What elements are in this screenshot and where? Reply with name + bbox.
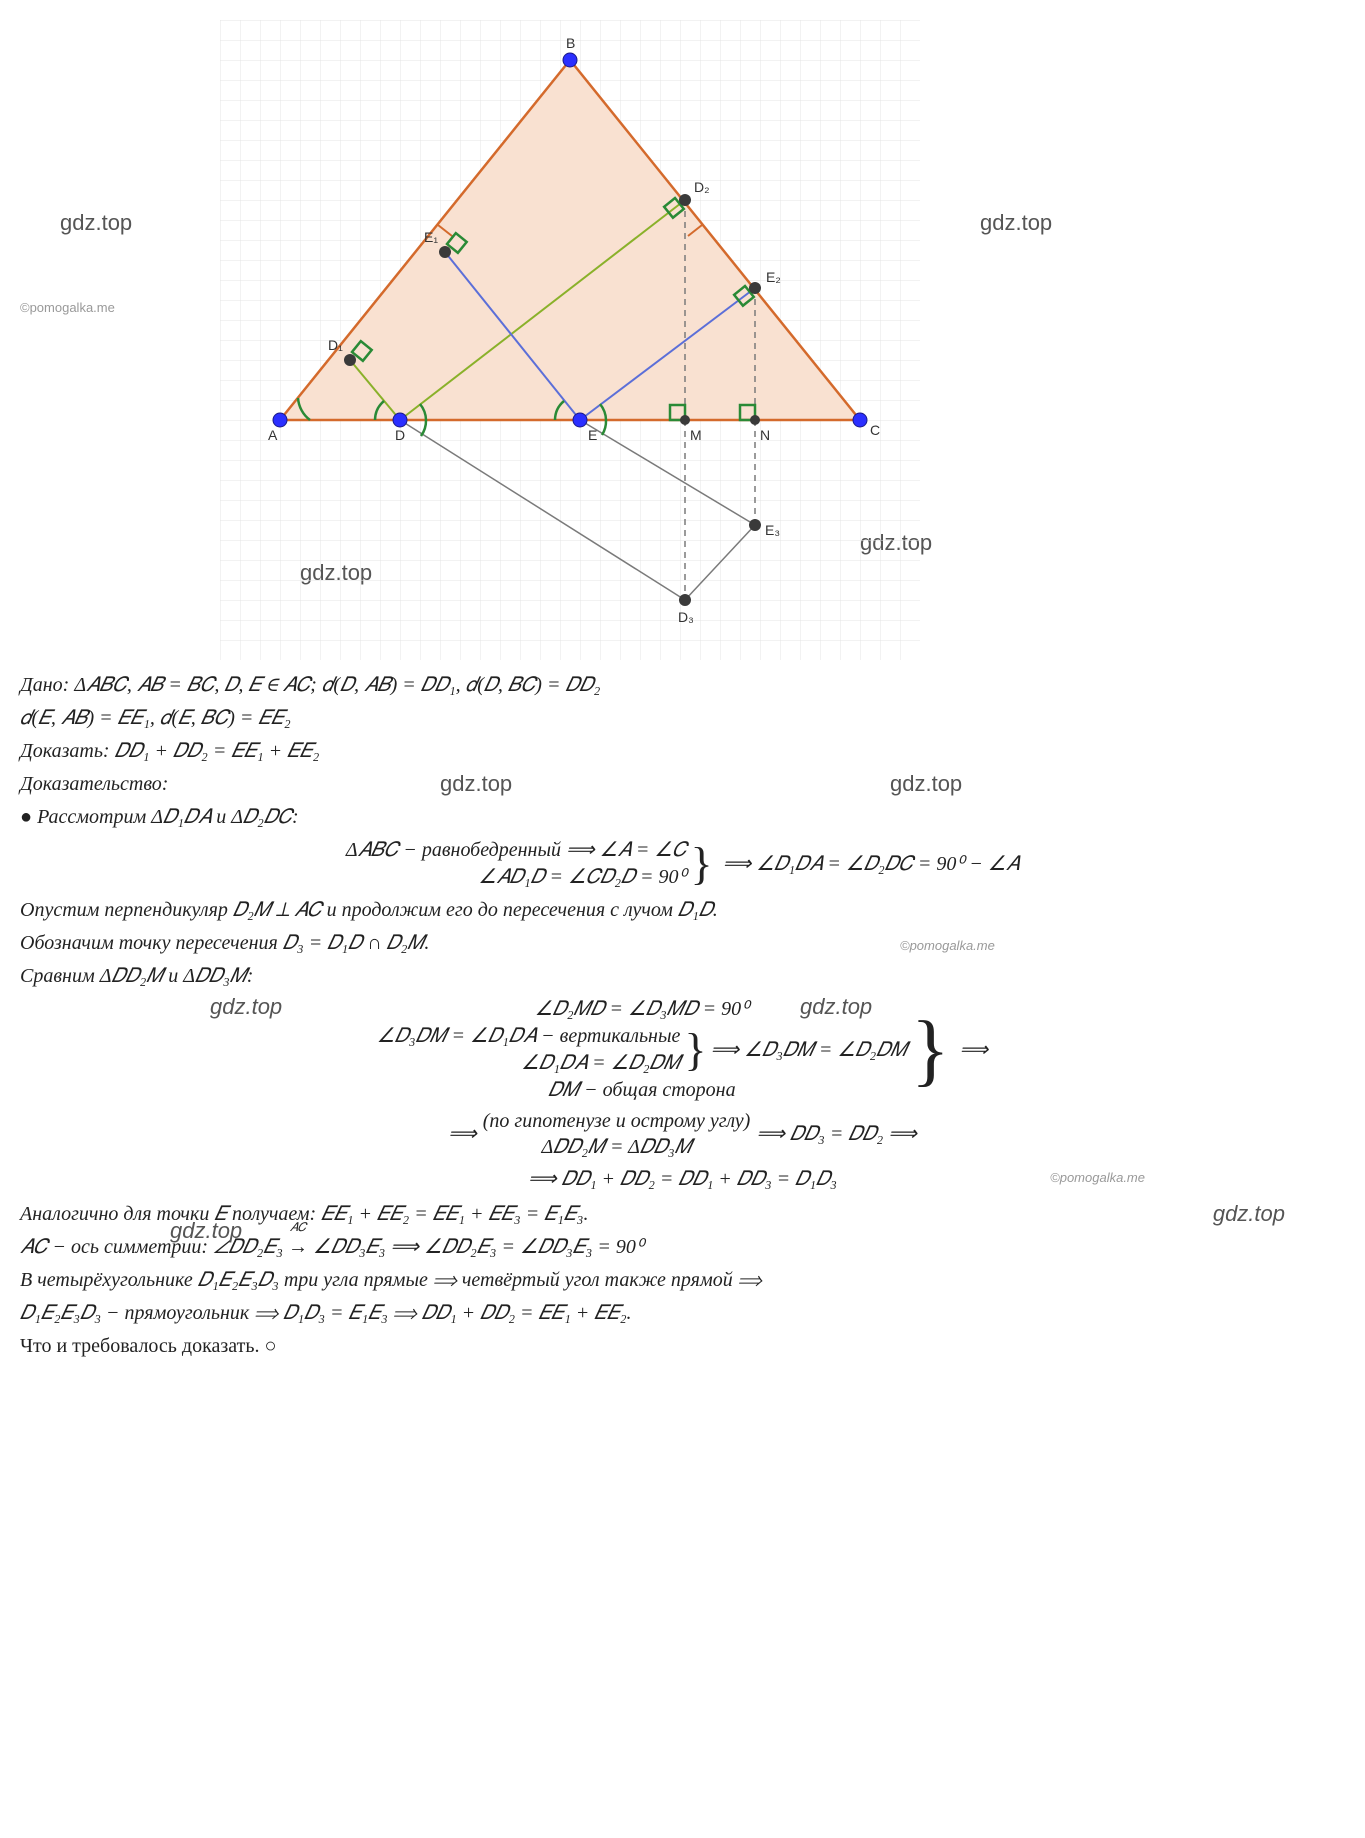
b3-top: (по гипотенузе и острому углу) — [483, 1108, 751, 1134]
brace-icon: } — [911, 1018, 949, 1082]
diagram-container: gdz.top ©pomogalka.me gdz.top gdz.top gd… — [20, 20, 1345, 660]
given-line-2: 𝑑(𝐸, 𝐴𝐵) = 𝐸𝐸₁, 𝑑(𝐸, 𝐵𝐶) = 𝐸𝐸₂ — [20, 703, 1345, 734]
proof-label: Доказательство: — [20, 773, 168, 795]
watermark-pomogalka: ©pomogalka.me — [900, 936, 995, 956]
watermark-gdztop: gdz.top — [890, 767, 962, 801]
label-D2: D₂ — [694, 179, 710, 195]
watermark-gdztop: gdz.top — [980, 210, 1052, 236]
step-6b: ∠𝐷𝐷₃𝐸₃ ⟹ ∠𝐷𝐷₂𝐸₃ = ∠𝐷𝐷₃𝐸₃ = 90⁰ — [313, 1236, 644, 1258]
label-E1: E₁ — [424, 229, 438, 245]
label-E3: E₃ — [765, 522, 780, 538]
prove-eq: 𝐷𝐷₁ + 𝐷𝐷₂ = 𝐸𝐸₁ + 𝐸𝐸₂ — [115, 740, 320, 762]
result-line-2: ⟹ 𝐷𝐷₁ + 𝐷𝐷₂ = 𝐷𝐷₁ + 𝐷𝐷₃ = 𝐷₁𝐷₃ ©pomogalk… — [20, 1164, 1345, 1195]
label-M: M — [690, 427, 702, 443]
label-D1: D₁ — [328, 337, 343, 353]
watermark-pomogalka: ©pomogalka.me — [20, 300, 115, 315]
step-1: ● Рассмотрим Δ𝐷₁𝐷𝐴 и Δ𝐷₂𝐷𝐶: — [20, 802, 1345, 833]
b3-result2: ⟹ 𝐷𝐷₁ + 𝐷𝐷₂ = 𝐷𝐷₁ + 𝐷𝐷₃ = 𝐷₁𝐷₃ — [528, 1164, 837, 1195]
implies: ⟹ — [448, 1119, 477, 1150]
prove-label: Доказать: — [20, 740, 110, 762]
implies: ⟹ — [960, 1035, 989, 1066]
geometry-diagram: A B C D E D₁ E₁ D₂ E₂ M N E₃ D₃ — [220, 20, 920, 660]
watermark-gdztop: gdz.top — [800, 990, 872, 1024]
qed: Что и требовалось доказать. ○ — [20, 1331, 1345, 1362]
step-2: Опустим перпендикуляр 𝐷₂𝑀 ⊥ 𝐴𝐶 и продолж… — [20, 895, 1345, 926]
label-C: C — [870, 422, 880, 438]
label-A: A — [268, 427, 278, 443]
label-N: N — [760, 427, 770, 443]
b2-mid-result: ⟹ ∠𝐷₃𝐷𝑀 = ∠𝐷₂𝐷𝑀 — [711, 1037, 908, 1064]
b1-line2: ∠𝐴𝐷₁𝐷 = ∠𝐶𝐷₂𝐷 = 90⁰ — [478, 864, 686, 891]
watermark-gdztop: gdz.top — [1213, 1197, 1285, 1231]
label-D: D — [395, 427, 405, 443]
label-B: B — [566, 35, 575, 51]
arrow-with-label: → — [288, 1232, 308, 1263]
brace-icon: } — [691, 843, 713, 884]
b3-bot: Δ𝐷𝐷₂𝑀 = Δ𝐷𝐷₃𝑀 — [541, 1134, 691, 1160]
label-E2: E₂ — [766, 269, 781, 285]
brace-group-1: Δ𝐴𝐵𝐶 − равнобедренный ⟹ ∠𝐴 = ∠𝐶 ∠𝐴𝐷₁𝐷 = … — [20, 837, 1345, 891]
brace-icon: } — [684, 1029, 706, 1070]
watermark-gdztop: gdz.top — [170, 1214, 242, 1248]
watermark-gdztop: gdz.top — [60, 210, 132, 236]
b2-l1: ∠𝐷₃𝐷𝑀 = ∠𝐷₁𝐷𝐴 − вертикальные — [377, 1023, 681, 1050]
proof-content: Дано: Δ𝐴𝐵𝐶, 𝐴𝐵 = 𝐵𝐶, 𝐷, 𝐸 ∈ 𝐴𝐶; 𝑑(𝐷, 𝐴𝐵)… — [20, 670, 1345, 1362]
step-4: Сравним Δ𝐷𝐷₂𝑀 и Δ𝐷𝐷₃𝑀: — [20, 961, 1345, 992]
given-label: Дано: — [20, 674, 69, 696]
label-E: E — [588, 427, 597, 443]
watermark-pomogalka: ©pomogalka.me — [1050, 1168, 1145, 1188]
b1-line1: Δ𝐴𝐵𝐶 − равнобедренный ⟹ ∠𝐴 = ∠𝐶 — [346, 837, 687, 864]
step-6a: 𝐴𝐶 − ось симметрии: ∠𝐷𝐷₂𝐸₃ — [20, 1236, 288, 1258]
arrow-symbol: → — [288, 1236, 308, 1258]
b2-l2: ∠𝐷₁𝐷𝐴 = ∠𝐷₂𝐷𝑀 — [521, 1050, 680, 1077]
step-7: В четырёхугольнике 𝐷₁𝐸₂𝐸₃𝐷₃ три угла пря… — [20, 1265, 1345, 1296]
given-line-1: Δ𝐴𝐵𝐶, 𝐴𝐵 = 𝐵𝐶, 𝐷, 𝐸 ∈ 𝐴𝐶; 𝑑(𝐷, 𝐴𝐵) = 𝐷𝐷₁… — [74, 674, 600, 696]
watermark-gdztop: gdz.top — [210, 990, 282, 1024]
watermark-gdztop: gdz.top — [440, 767, 512, 801]
b2-bot: 𝐷𝑀 − общая сторона — [548, 1077, 735, 1104]
brace-group-3: ⟹ (по гипотенузе и острому углу) Δ𝐷𝐷₂𝑀 =… — [20, 1108, 1345, 1160]
label-D3: D₃ — [678, 609, 694, 625]
b1-result: ⟹ ∠𝐷₁𝐷𝐴 = ∠𝐷₂𝐷𝐶 = 90⁰ − ∠𝐴 — [723, 849, 1020, 880]
step-8: 𝐷₁𝐸₂𝐸₃𝐷₃ − прямоугольник ⟹ 𝐷₁𝐷₃ = 𝐸₁𝐸₃ ⟹… — [20, 1298, 1345, 1329]
b3-result: ⟹ 𝐷𝐷₃ = 𝐷𝐷₂ ⟹ — [756, 1119, 917, 1150]
brace-group-2: gdz.top gdz.top ∠𝐷₂𝑀𝐷 = ∠𝐷₃𝑀𝐷 = 90⁰ ∠𝐷₃𝐷… — [20, 996, 1345, 1104]
step-3: Обозначим точку пересечения 𝐷₃ = 𝐷₁𝐷 ∩ 𝐷… — [20, 932, 429, 954]
b2-top: ∠𝐷₂𝑀𝐷 = ∠𝐷₃𝑀𝐷 = 90⁰ — [535, 996, 749, 1023]
